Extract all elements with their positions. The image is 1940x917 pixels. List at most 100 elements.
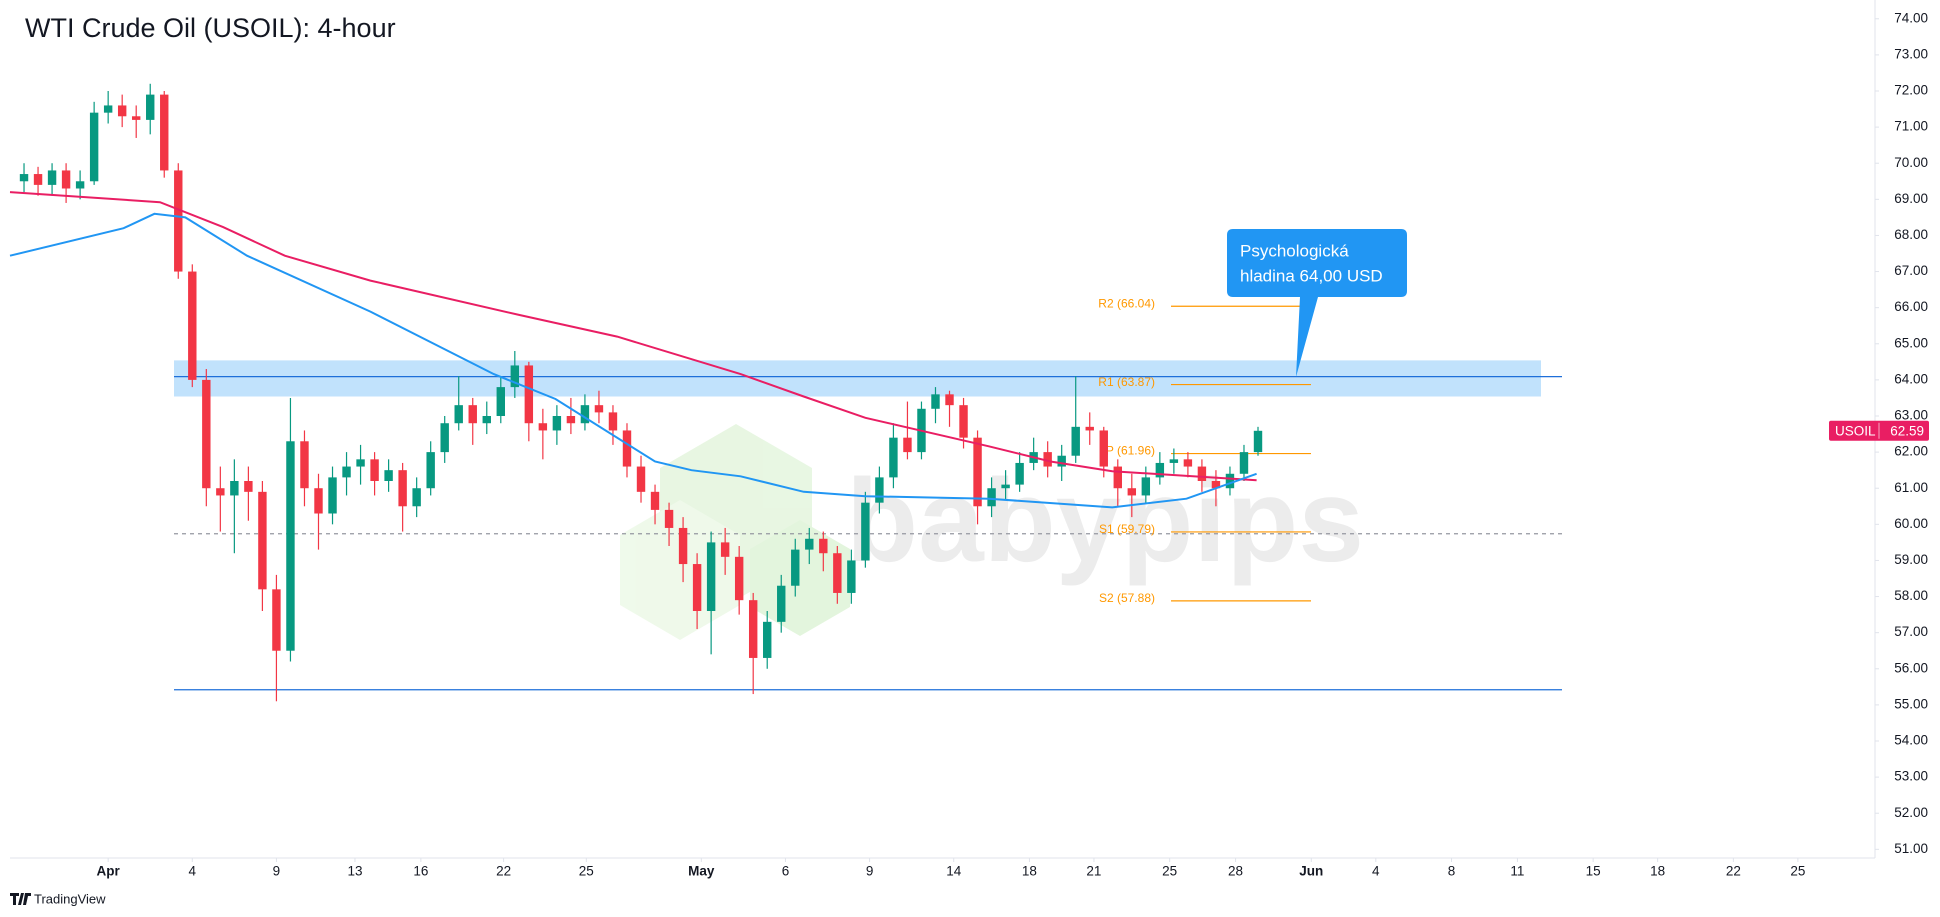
candle-body	[19, 174, 29, 182]
y-tick-label: 57.00	[1894, 624, 1928, 639]
moving-average-line	[9, 212, 1257, 509]
candle-body	[748, 600, 758, 658]
x-tick-label: 11	[1510, 864, 1524, 879]
candle-body	[117, 105, 127, 117]
candle-body	[426, 452, 435, 489]
candle-body	[398, 470, 407, 507]
candle-body	[734, 556, 744, 601]
candle-body	[524, 365, 534, 424]
candle-body	[622, 430, 632, 467]
candle-body	[356, 459, 365, 467]
x-tick-label: 25	[1790, 864, 1805, 879]
candle-body	[454, 405, 463, 424]
candle-body	[47, 170, 57, 185]
footer-logo: TradingView	[10, 891, 106, 906]
candle-body	[1127, 488, 1137, 496]
x-tick-label: 22	[1726, 864, 1741, 879]
candle-body	[510, 365, 520, 388]
price-tag-symbol: USOIL	[1835, 423, 1876, 438]
candle-body	[482, 416, 491, 424]
callout: Psychologická hladina 64,00 USD	[1227, 229, 1407, 377]
y-tick-label: 53.00	[1894, 769, 1928, 784]
candle-body	[384, 470, 393, 481]
candle-body	[1071, 426, 1080, 456]
candle-body	[1113, 466, 1122, 489]
candle-body	[552, 416, 562, 431]
candle-body	[468, 405, 477, 424]
candle-body	[61, 170, 71, 189]
y-tick-label: 69.00	[1894, 191, 1928, 206]
logo-mark	[10, 893, 31, 905]
candle-body	[777, 585, 786, 622]
candle-body	[580, 405, 590, 424]
x-tick-label: 4	[189, 864, 197, 879]
candle-body	[174, 170, 183, 272]
footer-text: TradingView	[34, 891, 106, 906]
y-tick-label: 74.00	[1894, 10, 1928, 25]
candle-body	[538, 423, 548, 431]
candle-body	[1057, 455, 1066, 467]
y-tick-label: 63.00	[1894, 408, 1928, 423]
x-tick-label: Jun	[1299, 864, 1323, 879]
x-tick-label: 9	[273, 864, 281, 879]
candle-body	[272, 589, 281, 651]
candle-body	[566, 416, 576, 424]
y-tick-label: 55.00	[1894, 696, 1928, 711]
candle-body	[931, 394, 940, 409]
candle-body	[188, 271, 197, 380]
candle-body	[440, 423, 449, 453]
candle-body	[987, 488, 996, 507]
candle-body	[258, 491, 267, 590]
x-tick-label: May	[688, 864, 715, 879]
candle-body	[889, 437, 898, 478]
plot-area: R2 (66.04) R1 (63.87) P (61.96) S1 (59.79) S…	[9, 83, 1562, 702]
candle-body	[1197, 466, 1207, 481]
y-tick-label: 60.00	[1894, 516, 1928, 531]
pivot-label: P (61.96)	[1106, 444, 1155, 458]
candle-body	[1001, 484, 1010, 489]
x-tick-label: 18	[1650, 864, 1665, 879]
x-tick-label: 15	[1586, 864, 1601, 879]
candle-body	[650, 491, 660, 510]
x-tick-label: 14	[946, 864, 962, 879]
candle-body	[1141, 477, 1151, 496]
candle-body	[594, 405, 604, 413]
y-tick-label: 52.00	[1894, 805, 1928, 820]
candle-body	[1043, 452, 1052, 467]
x-tick-label: 16	[413, 864, 428, 879]
candle-body	[833, 553, 842, 593]
y-tick-label: 61.00	[1894, 480, 1928, 495]
candle-body	[678, 527, 688, 565]
moving-average-line	[9, 191, 1257, 482]
candle-body	[89, 112, 99, 182]
candle-body	[314, 488, 323, 514]
y-tick-label: 59.00	[1894, 552, 1928, 567]
y-tick-label: 73.00	[1894, 46, 1928, 61]
candle-body	[131, 116, 141, 120]
candle-body	[875, 477, 884, 503]
candle-body	[664, 509, 674, 528]
y-tick-label: 51.00	[1894, 841, 1928, 856]
x-tick-label: 4	[1372, 864, 1380, 879]
y-tick-label: 72.00	[1894, 83, 1928, 98]
candle-body	[1225, 473, 1235, 489]
candle-body	[244, 481, 253, 492]
candle-body	[847, 560, 856, 593]
candle-body	[973, 437, 982, 507]
candle-body	[636, 466, 646, 492]
candle-body	[1015, 462, 1024, 485]
y-tick-label: 62.00	[1894, 444, 1928, 459]
candle-body	[1099, 430, 1108, 467]
x-tick-label: 8	[1448, 864, 1456, 879]
y-tick-label: 64.00	[1894, 371, 1928, 386]
candle-body	[763, 621, 772, 658]
candle-body	[1183, 459, 1193, 467]
x-tick-label: 18	[1022, 864, 1037, 879]
candle-body	[819, 538, 828, 554]
callout-text: hladina 64,00 USD	[1240, 266, 1383, 285]
x-tick-label: 28	[1228, 864, 1243, 879]
x-tick-label: 9	[866, 864, 874, 879]
candle-body	[286, 441, 295, 651]
